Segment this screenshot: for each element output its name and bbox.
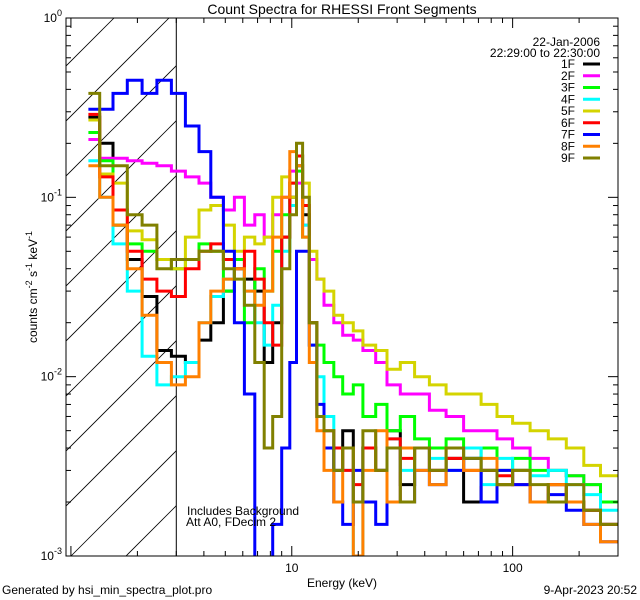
- y-tick-label: 100: [44, 8, 62, 25]
- y-axis-label: counts cm-2 s-1 keV-1: [24, 231, 40, 343]
- y-tick-label: 10-3: [41, 546, 62, 563]
- series-line-9F: [88, 91, 618, 526]
- legend-label: 8F: [561, 139, 575, 153]
- legend-label: 2F: [561, 69, 575, 83]
- hatch-line: [346, 0, 640, 556]
- x-axis-label: Energy (keV): [307, 576, 377, 590]
- hatch-line: [0, 0, 121, 556]
- axis-ticks: 10 100 100 10-1 10-2 10-3: [41, 8, 619, 575]
- generated-by-footer: Generated by hsi_min_spectra_plot.pro: [2, 583, 212, 597]
- hatch-line: [621, 0, 640, 556]
- legend-item-2F: 2F: [561, 69, 600, 83]
- chart-title: Count Spectra for RHESSI Front Segments: [207, 1, 476, 17]
- hatch-line: [401, 0, 640, 556]
- legend-item-5F: 5F: [561, 104, 600, 118]
- annotation-background: Includes Background: [187, 504, 299, 518]
- x-tick-label: 10: [285, 561, 299, 575]
- plot-frame: [65, 17, 619, 557]
- legend-item-9F: 9F: [561, 151, 600, 165]
- legend-item-1F: 1F: [561, 57, 600, 71]
- legend-label: 1F: [561, 57, 575, 71]
- legend-label: 9F: [561, 151, 575, 165]
- hatch-line: [66, 175, 177, 287]
- observation-date: 22-Jan-2006: [533, 35, 601, 49]
- y-tick-label: 10-1: [41, 187, 62, 204]
- annotation-attenuator: Att A0, FDecim 2: [186, 515, 276, 529]
- hatch-line: [66, 395, 177, 507]
- legend-label: 6F: [561, 116, 575, 130]
- hatch-line: [66, 18, 170, 122]
- legend-label: 7F: [561, 128, 575, 142]
- plot-timestamp: 9-Apr-2023 20:52: [544, 583, 638, 597]
- x-tick-label: 100: [503, 561, 523, 575]
- y-tick-label: 10-2: [41, 367, 62, 384]
- observation-time-range: 22:29:00 to 22:30:00: [490, 46, 600, 60]
- series-group: [88, 78, 618, 556]
- legend-item-3F: 3F: [561, 81, 600, 95]
- legend-label: 5F: [561, 104, 575, 118]
- hatch-line: [566, 0, 640, 556]
- attenuator-hatched-region: [0, 0, 640, 556]
- legend-label: 3F: [561, 81, 575, 95]
- legend-item-7F: 7F: [561, 128, 600, 142]
- legend-label: 4F: [561, 92, 575, 106]
- series-line-5F: [88, 118, 618, 478]
- legend-item-8F: 8F: [561, 139, 600, 153]
- hatch-lines: [0, 0, 640, 556]
- hatch-line: [66, 18, 115, 67]
- hatch-line: [66, 230, 177, 342]
- hatch-line: [70, 450, 177, 556]
- legend-item-4F: 4F: [561, 92, 600, 106]
- legend-item-6F: 6F: [561, 116, 600, 130]
